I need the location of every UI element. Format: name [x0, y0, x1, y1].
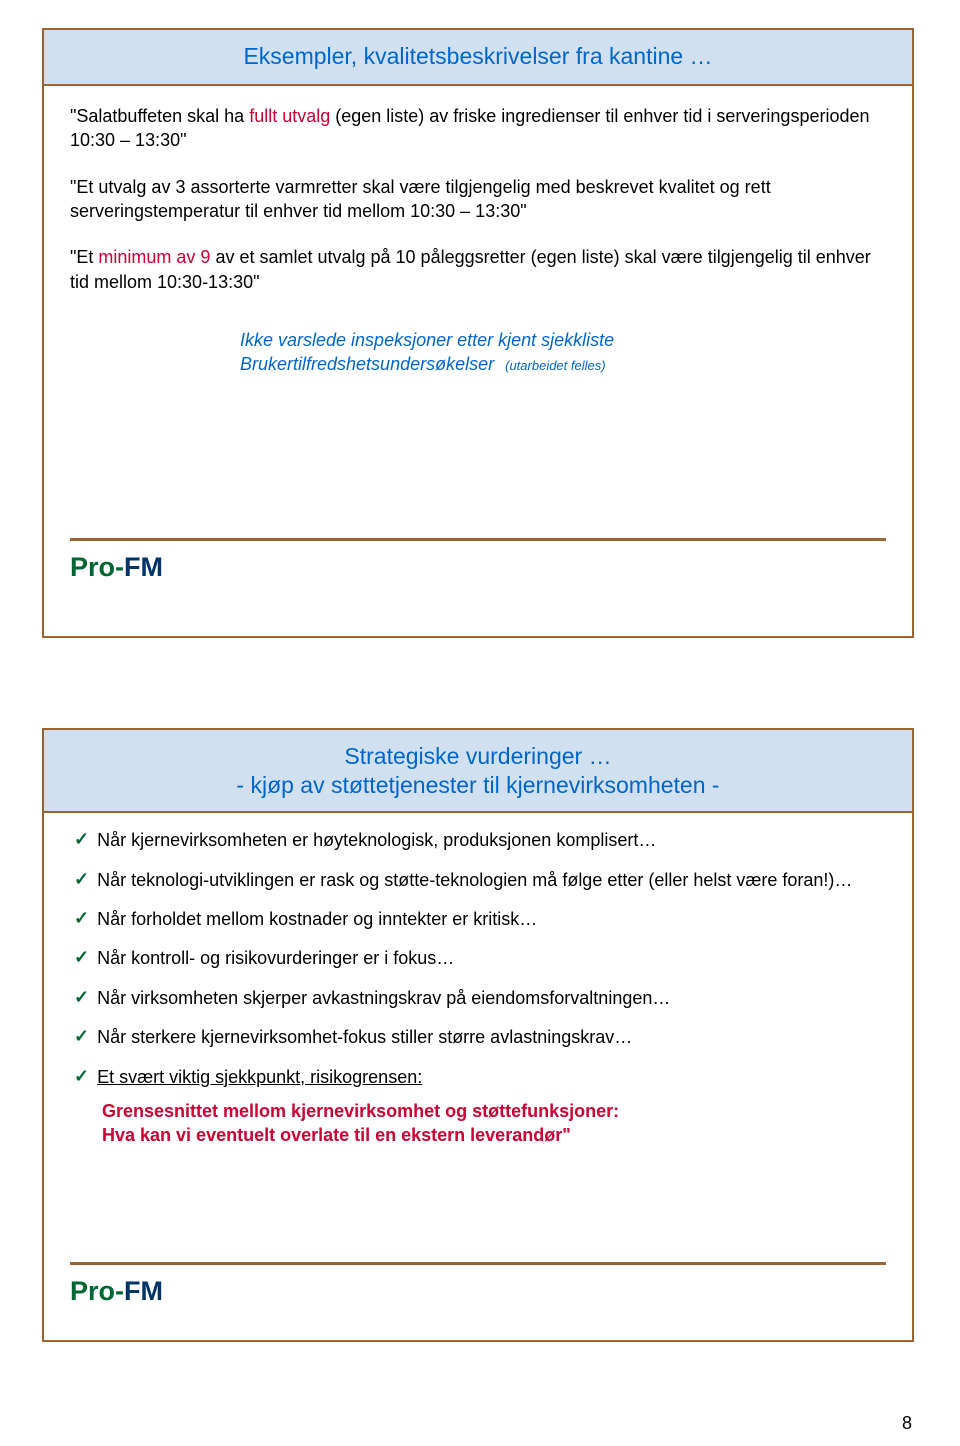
check-icon: ✓ — [74, 947, 89, 969]
bullet-text: Når sterkere kjernevirksomhet-fokus stil… — [97, 1026, 884, 1049]
page-number: 8 — [902, 1413, 912, 1434]
check-icon: ✓ — [74, 1066, 89, 1088]
italic2b: (utarbeidet felles) — [505, 358, 605, 373]
page: Eksempler, kvalitetsbeskrivelser fra kan… — [0, 0, 960, 1446]
slide1-logo: Pro-FM — [70, 552, 163, 583]
slide1-para2: "Et utvalg av 3 assorterte varmretter sk… — [70, 175, 886, 224]
bullet-row: ✓ Når virksomheten skjerper avkastningsk… — [74, 987, 884, 1010]
slide1-italic-block: Ikke varslede inspeksjoner etter kjent s… — [240, 328, 886, 377]
emph-line1: Grensesnittet mellom kjernevirksomhet og… — [102, 1099, 884, 1123]
check-icon: ✓ — [74, 987, 89, 1009]
bullet-row: ✓ Når forholdet mellom kostnader og innt… — [74, 908, 884, 931]
bullet-text: Når teknologi-utviklingen er rask og stø… — [97, 869, 884, 892]
bullet-text: Når virksomheten skjerper avkastningskra… — [97, 987, 884, 1010]
slide2-emphasis: Grensesnittet mellom kjernevirksomhet og… — [102, 1099, 884, 1148]
bullet-row: ✓ Når sterkere kjernevirksomhet-fokus st… — [74, 1026, 884, 1049]
slide1-title: Eksempler, kvalitetsbeskrivelser fra kan… — [56, 40, 900, 72]
bullet-row: ✓ Når teknologi-utviklingen er rask og s… — [74, 869, 884, 892]
slide1-para3: "Et minimum av 9 av et samlet utvalg på … — [70, 245, 886, 294]
slide2-logo: Pro-FM — [70, 1276, 163, 1307]
slide1-italic2: Brukertilfredshetsundersøkelser (utarbei… — [240, 352, 886, 376]
bullet-row: ✓ Når kjernevirksomheten er høyteknologi… — [74, 829, 884, 852]
slide2-bullets: ✓ Når kjernevirksomheten er høyteknologi… — [44, 813, 912, 1147]
slide1-italic1: Ikke varslede inspeksjoner etter kjent s… — [240, 328, 886, 352]
slide-2: Strategiske vurderinger … - kjøp av støt… — [42, 728, 914, 1342]
slide2-footer-rule — [70, 1262, 886, 1265]
slide1-para1: "Salatbuffeten skal ha fullt utvalg (ege… — [70, 104, 886, 153]
slide-1: Eksempler, kvalitetsbeskrivelser fra kan… — [42, 28, 914, 638]
slide2-title-line2: - kjøp av støttetjenester til kjernevirk… — [56, 772, 900, 799]
check-icon: ✓ — [74, 869, 89, 891]
para3-pre: "Et — [70, 247, 98, 267]
para1-red: fullt utvalg — [249, 106, 330, 126]
para1-pre: "Salatbuffeten skal ha — [70, 106, 249, 126]
bullet-row: ✓ Et svært viktig sjekkpunkt, risikogren… — [74, 1066, 884, 1089]
bullet-text-underline: Et svært viktig sjekkpunkt, risikogrense… — [97, 1066, 884, 1089]
logo-part2: FM — [124, 552, 163, 582]
bullet-row: ✓ Når kontroll- og risikovurderinger er … — [74, 947, 884, 970]
slide1-footer-rule — [70, 538, 886, 541]
logo-part1: Pro- — [70, 552, 124, 582]
slide2-title-bar: Strategiske vurderinger … - kjøp av støt… — [44, 730, 912, 813]
slide1-title-bar: Eksempler, kvalitetsbeskrivelser fra kan… — [44, 30, 912, 86]
slide2-title-line1: Strategiske vurderinger … — [56, 740, 900, 772]
check-icon: ✓ — [74, 908, 89, 930]
bullet-text: Når kjernevirksomheten er høyteknologisk… — [97, 829, 884, 852]
emph-line2: Hva kan vi eventuelt overlate til en eks… — [102, 1123, 884, 1147]
italic2a: Brukertilfredshetsundersøkelser — [240, 354, 494, 374]
logo-part1: Pro- — [70, 1276, 124, 1306]
bullet-text: Når forholdet mellom kostnader og inntek… — [97, 908, 884, 931]
logo-part2: FM — [124, 1276, 163, 1306]
check-icon: ✓ — [74, 1026, 89, 1048]
para3-red: minimum av 9 — [98, 247, 210, 267]
bullet-text: Når kontroll- og risikovurderinger er i … — [97, 947, 884, 970]
check-icon: ✓ — [74, 829, 89, 851]
slide1-content: "Salatbuffeten skal ha fullt utvalg (ege… — [44, 86, 912, 376]
